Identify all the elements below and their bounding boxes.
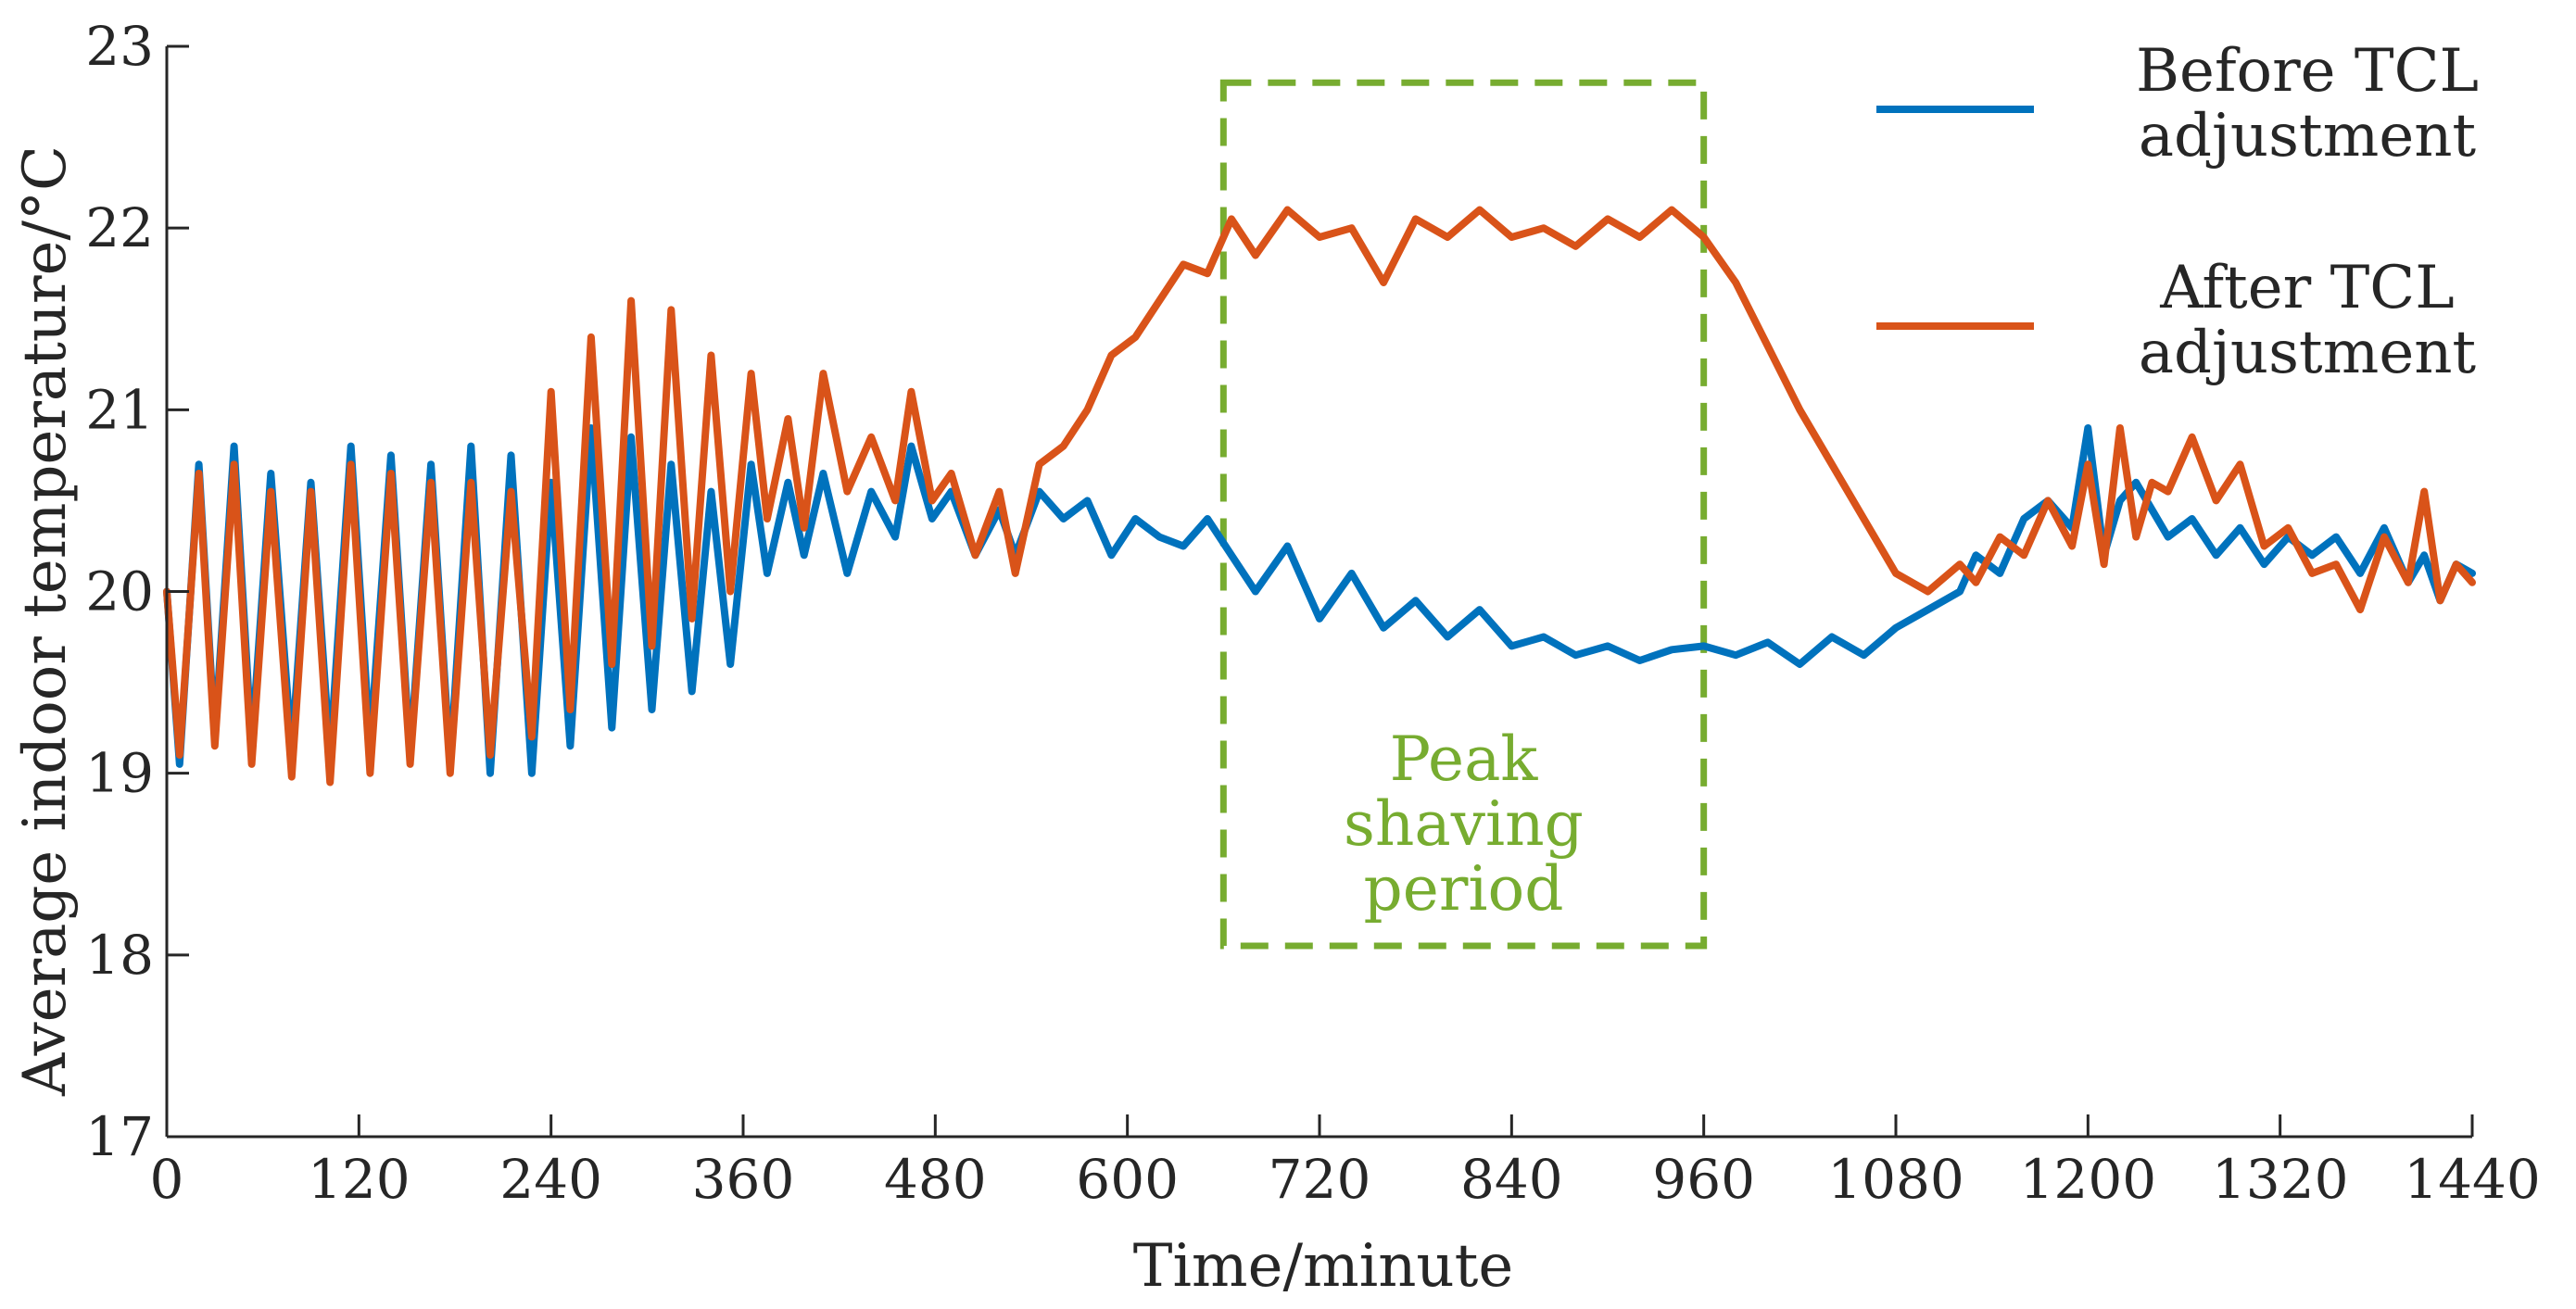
y-tick-label: 19 [85,742,154,805]
x-tick-label: 360 [692,1148,795,1211]
x-tick-label: 840 [1460,1148,1563,1211]
x-tick-label: 480 [884,1148,987,1211]
legend-label: adjustment [2139,102,2477,170]
x-tick-label: 1320 [2212,1148,2349,1211]
x-tick-label: 1200 [2020,1148,2157,1211]
series-line-after [163,206,2476,787]
peak-shaving-box [1219,79,1708,950]
y-tick-label: 22 [85,196,154,259]
x-tick-label: 240 [499,1148,602,1211]
x-tick-label: 120 [308,1148,410,1211]
x-tick-label: 1080 [1827,1148,1964,1211]
y-tick-label: 23 [85,15,154,78]
x-tick-label: 0 [150,1148,184,1211]
x-tick-label: 1440 [2404,1148,2541,1211]
legend-label: adjustment [2139,319,2477,387]
legend-label: After TCL [2159,254,2454,322]
y-tick-label: 17 [85,1105,154,1168]
y-tick-label: 20 [85,560,154,623]
y-tick-label: 21 [85,378,154,441]
annotation-text: Peak [1390,724,1539,795]
annotation-text: period [1364,853,1564,925]
annotation-text: shaving [1344,788,1584,860]
y-axis-label: Average indoor temperature/°C [11,145,80,1097]
x-tick-label: 600 [1076,1148,1179,1211]
series-layer [163,206,2476,787]
x-axis-label: Time/minute [1133,1232,1513,1301]
x-tick-label: 960 [1652,1148,1755,1211]
axis-layer: 0 120 240 360 480 600 720 840 960 1080 1200 1320 144… [85,15,2541,1211]
legend-label: Before TCL [2136,37,2479,106]
x-tick-label: 720 [1269,1148,1371,1211]
y-tick-label: 18 [85,924,154,987]
